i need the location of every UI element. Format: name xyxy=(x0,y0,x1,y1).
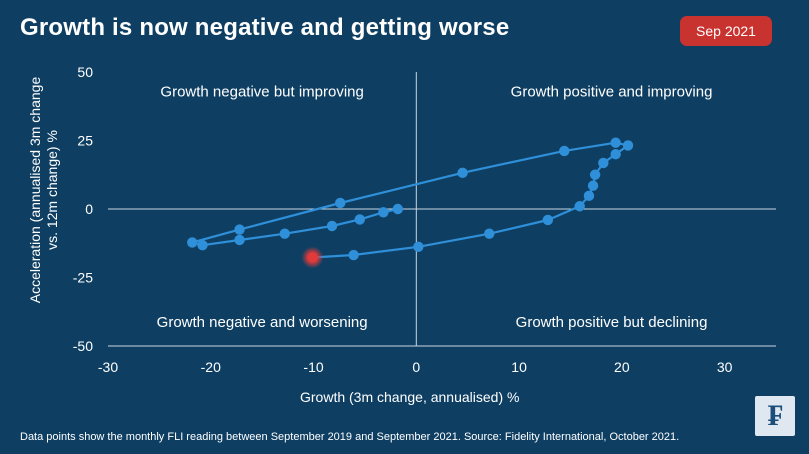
x-tick-label: 30 xyxy=(717,359,733,375)
data-point xyxy=(279,228,290,239)
y-tick-label: -25 xyxy=(73,270,93,286)
data-point xyxy=(622,140,634,151)
fidelity-logo: ₣ xyxy=(755,396,795,436)
data-point xyxy=(392,203,404,215)
data-point xyxy=(378,207,389,218)
page-title: Growth is now negative and getting worse xyxy=(20,14,510,41)
quadrant-label-bottom-left: Growth negative and worsening xyxy=(157,314,368,331)
data-point xyxy=(484,228,495,239)
data-point xyxy=(559,145,570,157)
data-point xyxy=(348,249,359,261)
data-point xyxy=(234,224,245,235)
quadrant-label-bottom-right: Growth positive but declining xyxy=(516,314,708,331)
data-point xyxy=(574,201,585,212)
x-tick-label: 0 xyxy=(412,359,420,375)
quadrant-label-top-left: Growth negative but improving xyxy=(160,84,363,101)
data-point xyxy=(583,190,595,202)
data-point xyxy=(598,157,609,169)
date-badge: Sep 2021 xyxy=(680,16,772,46)
x-tick-label: -20 xyxy=(201,359,221,375)
series-line xyxy=(191,141,630,259)
x-tick-label: -30 xyxy=(98,359,118,375)
y-tick-label: 0 xyxy=(85,201,93,217)
data-point xyxy=(589,169,601,180)
data-point xyxy=(587,180,599,191)
data-point xyxy=(457,167,468,179)
data-point xyxy=(335,197,346,209)
data-point xyxy=(610,149,621,160)
y-tick-label: 25 xyxy=(77,133,93,149)
data-point xyxy=(234,234,245,246)
y-tick-label: -50 xyxy=(73,338,93,354)
quadrant-label-top-right: Growth positive and improving xyxy=(511,84,713,101)
data-point xyxy=(354,214,365,225)
y-tick-label: 50 xyxy=(77,64,93,80)
data-point xyxy=(187,237,198,248)
source-footnote: Data points show the monthly FLI reading… xyxy=(20,431,680,443)
latest-data-point xyxy=(307,252,318,263)
data-point xyxy=(610,137,621,148)
x-axis-label: Growth (3m change, annualised) % xyxy=(300,389,520,405)
x-tick-label: 10 xyxy=(511,359,527,375)
x-tick-label: -10 xyxy=(303,359,323,375)
x-tick-label: 20 xyxy=(614,359,630,375)
data-point xyxy=(326,220,338,232)
data-point xyxy=(413,241,424,253)
data-point xyxy=(197,239,208,251)
data-point xyxy=(542,214,554,226)
